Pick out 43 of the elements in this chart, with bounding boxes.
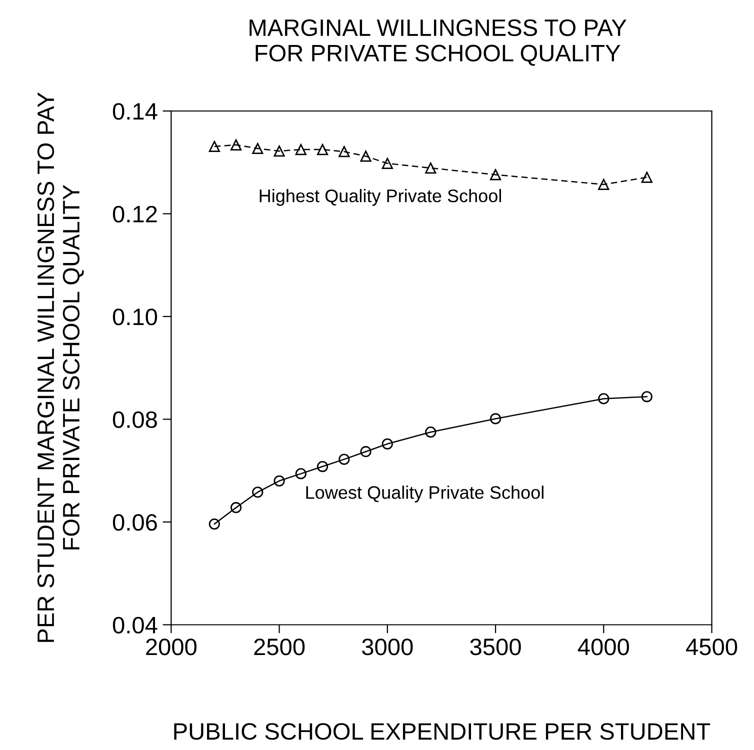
point bbox=[360, 446, 372, 458]
series-label: Highest Quality Private School bbox=[260, 189, 501, 206]
point bbox=[274, 146, 285, 157]
x-tick-label: 3500 bbox=[470, 638, 521, 656]
point bbox=[274, 475, 285, 486]
x-tick-label: 4000 bbox=[578, 638, 629, 656]
point bbox=[382, 438, 393, 450]
point bbox=[598, 393, 610, 404]
point bbox=[490, 169, 502, 180]
point bbox=[360, 150, 372, 162]
y-tick-label: 0.04 bbox=[112, 616, 158, 634]
point bbox=[641, 172, 652, 183]
point bbox=[252, 486, 264, 498]
point bbox=[490, 413, 502, 424]
point bbox=[252, 142, 264, 154]
point bbox=[230, 502, 242, 514]
point bbox=[295, 468, 306, 480]
y-tick-label: 0.06 bbox=[112, 514, 157, 531]
point bbox=[208, 518, 220, 530]
point bbox=[338, 454, 350, 465]
x-tick-label: 3000 bbox=[362, 638, 413, 656]
point bbox=[230, 139, 242, 150]
point bbox=[598, 178, 610, 190]
point bbox=[208, 140, 220, 152]
x-tick-label: 2500 bbox=[254, 638, 305, 656]
series-label: Lowest Quality Private School bbox=[306, 486, 544, 502]
y-axis-title: PER STUDENT MARGINAL WILLINGNESS TO PAY FOR PRIVATE SCHOOL QUALITY bbox=[37, 92, 84, 642]
point bbox=[425, 162, 436, 174]
y-tick-label: 0.14 bbox=[112, 103, 158, 120]
y-tick-label: 0.12 bbox=[112, 206, 157, 223]
point bbox=[641, 391, 652, 402]
y-tick-label: 0.08 bbox=[112, 411, 157, 428]
point bbox=[316, 144, 328, 156]
point bbox=[316, 460, 328, 472]
x-tick-label: 2000 bbox=[146, 638, 196, 656]
x-tick-label: 4500 bbox=[686, 638, 738, 656]
chart-title: MARGINAL WILLINGNESS TO PAY FOR PRIVATE SCHOOL QUALITY bbox=[250, 19, 626, 66]
point bbox=[382, 158, 393, 169]
x-axis-title: PUBLIC SCHOOL EXPENDITURE PER STUDENT bbox=[174, 723, 710, 740]
point bbox=[425, 426, 436, 438]
point bbox=[338, 146, 350, 158]
y-tick-label: 0.10 bbox=[112, 308, 158, 326]
point bbox=[295, 144, 306, 156]
